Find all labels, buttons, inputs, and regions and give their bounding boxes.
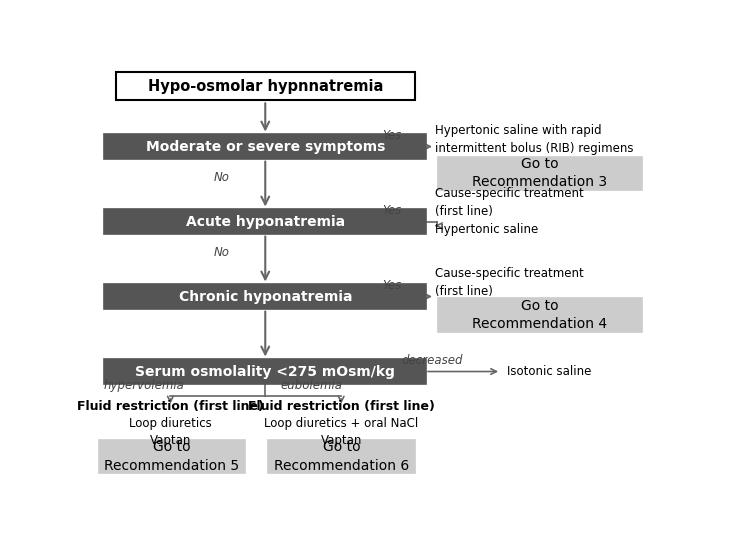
- Text: Yes: Yes: [382, 129, 401, 142]
- Text: Acute hyponatremia: Acute hyponatremia: [186, 215, 345, 228]
- Text: decreased: decreased: [401, 354, 463, 367]
- Text: Vaptan: Vaptan: [321, 433, 362, 446]
- Text: Loop diuretics + oral NaCl: Loop diuretics + oral NaCl: [264, 417, 418, 430]
- FancyBboxPatch shape: [438, 156, 642, 190]
- Text: Go to
Recommendation 4: Go to Recommendation 4: [473, 299, 608, 331]
- Text: Yes: Yes: [382, 279, 401, 292]
- Text: No: No: [214, 171, 230, 184]
- Text: Chronic hyponatremia: Chronic hyponatremia: [179, 289, 352, 304]
- FancyBboxPatch shape: [104, 359, 427, 384]
- Text: eubolemia: eubolemia: [280, 379, 342, 392]
- Text: Go to
Recommendation 5: Go to Recommendation 5: [105, 440, 240, 473]
- Text: Fluid restriction (first line): Fluid restriction (first line): [248, 400, 435, 413]
- Text: Go to
Recommendation 3: Go to Recommendation 3: [473, 157, 608, 189]
- FancyBboxPatch shape: [116, 72, 415, 100]
- FancyBboxPatch shape: [104, 285, 427, 308]
- Text: Yes: Yes: [382, 204, 401, 217]
- FancyBboxPatch shape: [104, 135, 427, 159]
- Text: Moderate or severe symptoms: Moderate or severe symptoms: [145, 140, 385, 154]
- FancyBboxPatch shape: [104, 209, 427, 234]
- Text: Vaptan: Vaptan: [150, 433, 191, 446]
- Text: Serum osmolality <275 mOsm/kg: Serum osmolality <275 mOsm/kg: [135, 365, 395, 379]
- FancyBboxPatch shape: [268, 440, 415, 473]
- Text: Hypo-osmolar hypnnatremia: Hypo-osmolar hypnnatremia: [148, 78, 383, 94]
- Text: Fluid restriction (first line): Fluid restriction (first line): [77, 400, 264, 413]
- Text: Cause-specific treatment
(first line)
Hypertonic saline: Cause-specific treatment (first line) Hy…: [435, 187, 584, 236]
- Text: Loop diuretics: Loop diuretics: [129, 417, 211, 430]
- FancyBboxPatch shape: [438, 298, 642, 332]
- Text: hypervolemia: hypervolemia: [104, 379, 185, 392]
- Text: No: No: [214, 246, 230, 259]
- Text: Go to
Recommendation 6: Go to Recommendation 6: [274, 440, 409, 473]
- Text: Cause-specific treatment
(first line): Cause-specific treatment (first line): [435, 267, 584, 298]
- Text: Hypertonic saline with rapid
intermittent bolus (RIB) regimens: Hypertonic saline with rapid intermitten…: [435, 123, 634, 155]
- Text: Isotonic saline: Isotonic saline: [507, 365, 591, 378]
- FancyBboxPatch shape: [99, 440, 245, 473]
